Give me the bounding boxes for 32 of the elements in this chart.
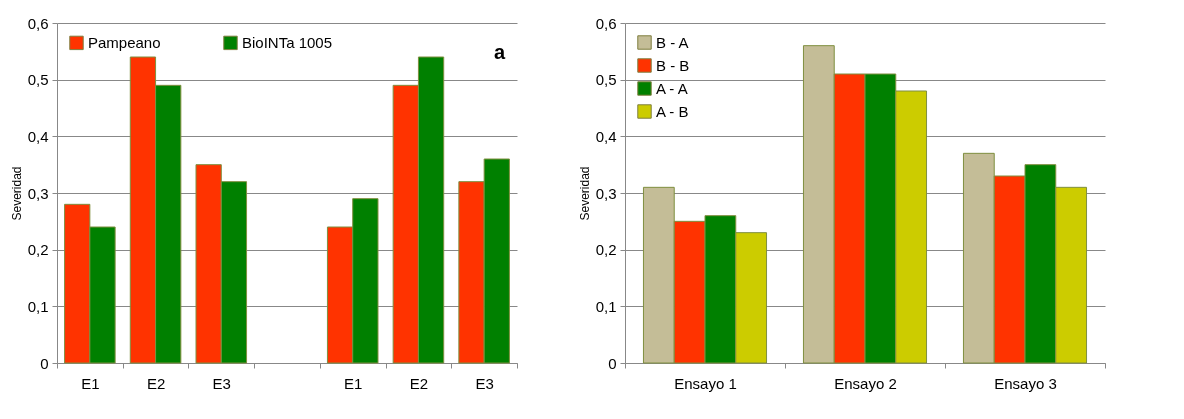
legend-label: B - B [656,56,690,74]
legend-label: A - A [656,79,688,97]
y-tick-label: 0,4 [595,127,617,145]
legend-label: BioINTa 1005 [242,33,333,51]
y-tick-label: 0,3 [595,184,617,202]
y-tick-label: 0,4 [27,127,49,145]
x-tick-label: E2 [146,374,166,392]
y-tick-label: 0 [40,354,49,372]
y-axis-title: Severidad [577,166,592,221]
y-tick-label: 0,2 [27,241,49,259]
y-tick-label: 0,1 [595,297,617,315]
y-tick-label: 0 [608,354,617,372]
x-tick-label: E3 [475,374,494,392]
x-tick-label: Ensayo 2 [834,374,897,392]
y-axis-title: Severidad [9,166,24,221]
legend-label: A - B [656,102,689,120]
y-tick-label: 0,2 [595,241,617,259]
y-tick-label: 0,6 [595,14,617,32]
x-tick-label: Ensayo 3 [994,374,1057,392]
y-tick-label: 0,1 [27,297,49,315]
x-tick-label: E2 [409,374,429,392]
x-tick-label: E1 [81,374,100,392]
x-tick-label: E3 [212,374,231,392]
y-tick-label: 0,3 [27,184,49,202]
y-tick-label: 0,5 [27,71,49,89]
legend-label: B - A [656,33,689,51]
x-tick-label: E1 [344,374,363,392]
annotation: a [493,41,506,63]
x-tick-label: Ensayo 1 [674,374,737,392]
y-tick-label: 0,5 [595,71,617,89]
legend-label: Pampeano [88,33,161,51]
y-tick-label: 0,6 [27,14,49,32]
